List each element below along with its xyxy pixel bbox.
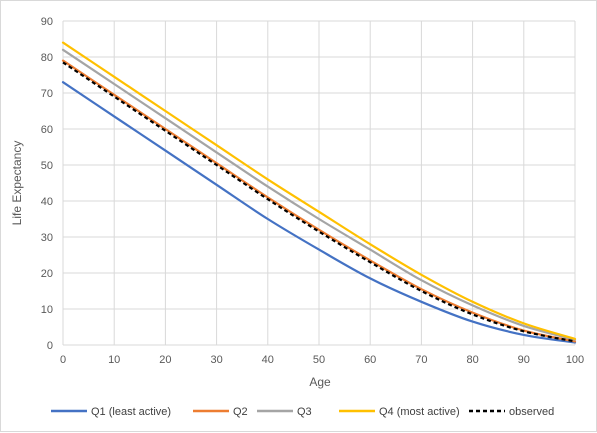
legend: Q1 (least active) Q2 Q3 Q4 (most active) obs… (51, 406, 554, 418)
y-tick-label: 50 (41, 160, 53, 172)
legend-label: Q4 (most active) (379, 406, 460, 418)
y-tick-label: 90 (41, 16, 53, 28)
series-layer (61, 41, 577, 344)
series-line-3 (61, 48, 577, 341)
x-tick-label: 10 (108, 354, 120, 366)
y-tick-label: 80 (41, 52, 53, 64)
x-tick-label: 90 (518, 354, 530, 366)
legend-label: Q1 (least active) (91, 406, 171, 418)
legend-label: Q2 (233, 406, 248, 418)
y-axis-title: Life Expectancy (10, 141, 24, 226)
legend-label: observed (509, 406, 554, 418)
series-line-5 (62, 61, 576, 343)
x-tick-label: 100 (566, 354, 584, 366)
series-line-2 (61, 59, 577, 343)
y-tick-label: 10 (41, 304, 53, 316)
grid-layer (62, 20, 576, 346)
x-tick-label: 0 (60, 354, 66, 366)
y-tick-label: 40 (41, 196, 53, 208)
x-tick-label: 50 (313, 354, 325, 366)
x-tick-label: 70 (415, 354, 427, 366)
tick-layer: 0 10 20 30 40 50 60 70 80 90 0 10 20 30 40 50 60 70 80 90 10… (41, 16, 584, 366)
y-tick-label: 70 (41, 88, 53, 100)
series-line-1 (61, 81, 577, 344)
x-tick-label: 80 (466, 354, 478, 366)
x-tick-label: 40 (262, 354, 274, 366)
legend-label: Q3 (297, 406, 312, 418)
y-tick-label: 30 (41, 232, 53, 244)
x-tick-label: 20 (159, 354, 171, 366)
x-tick-label: 60 (364, 354, 376, 366)
x-tick-label: 30 (210, 354, 222, 366)
y-tick-label: 60 (41, 124, 53, 136)
x-axis-title: Age (309, 375, 331, 389)
series-line-4 (61, 41, 577, 340)
y-tick-label: 20 (41, 268, 53, 280)
y-tick-label: 0 (47, 340, 53, 352)
